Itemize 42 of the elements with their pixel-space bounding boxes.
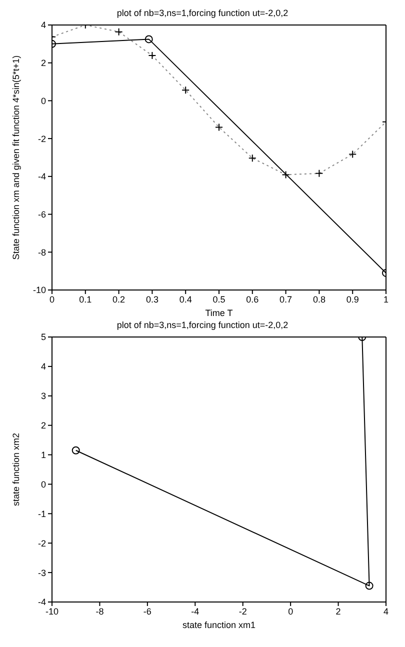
y-tick-label: -3 [38,568,46,578]
y-tick-label: 3 [40,391,46,402]
x-tick-label: 4 [383,606,389,616]
y-tick-label: -8 [38,247,46,258]
y-tick-label: 2 [40,58,46,68]
x-tick-label: 0.2 [112,294,126,304]
x-tick-label: -4 [191,606,200,616]
chart-title: plot of nb=3,ns=1,forcing function ut=-2,0,2 [116,320,290,332]
x-tick-label: -6 [143,606,152,616]
x-tick-label: 2 [336,606,341,616]
y-tick-label: 4 [40,362,46,372]
y-tick-label: -6 [38,209,46,220]
x-tick-label: 0.1 [79,294,92,304]
chart-title: plot of nb=3,ns=1,forcing function ut=-2,0,2 [116,8,290,20]
x-tick-label: -2 [238,606,247,616]
y-tick-label: 4 [40,20,46,30]
x-tick-label: 0.3 [146,294,158,304]
x-tick-label: 0.6 [246,294,259,304]
y-tick-label: -1 [38,508,46,519]
x-tick-label: 0.7 [280,294,292,304]
x-tick-label: 0.4 [179,294,192,304]
x-tick-label: 0 [288,606,294,616]
y-tick-label: 0 [40,479,46,490]
y-tick-label: -4 [38,172,46,182]
y-tick-label: 5 [40,332,46,342]
y-tick-label: 1 [40,450,46,460]
y-axis-title: State function xm and given fit function 4*sin(5*t+1) [11,55,22,260]
y-tick-label: 0 [40,96,46,106]
y-tick-label: -10 [32,285,46,296]
y-tick-label: -2 [38,538,46,548]
y-tick-label: -4 [38,597,46,608]
x-axis-title: state function xm1 [182,620,256,630]
x-tick-label: 0.9 [346,294,359,304]
x-tick-label: -8 [96,606,104,616]
y-tick-label: 2 [40,420,46,431]
x-tick-label: 1 [383,294,389,304]
y-tick-label: -2 [38,134,46,144]
x-tick-label: 0.8 [312,294,326,304]
x-tick-label: 0.5 [212,294,226,304]
x-axis-title: Time T [205,308,234,318]
y-axis-title: state function xm2 [11,432,22,506]
x-tick-label: 0 [49,294,55,304]
